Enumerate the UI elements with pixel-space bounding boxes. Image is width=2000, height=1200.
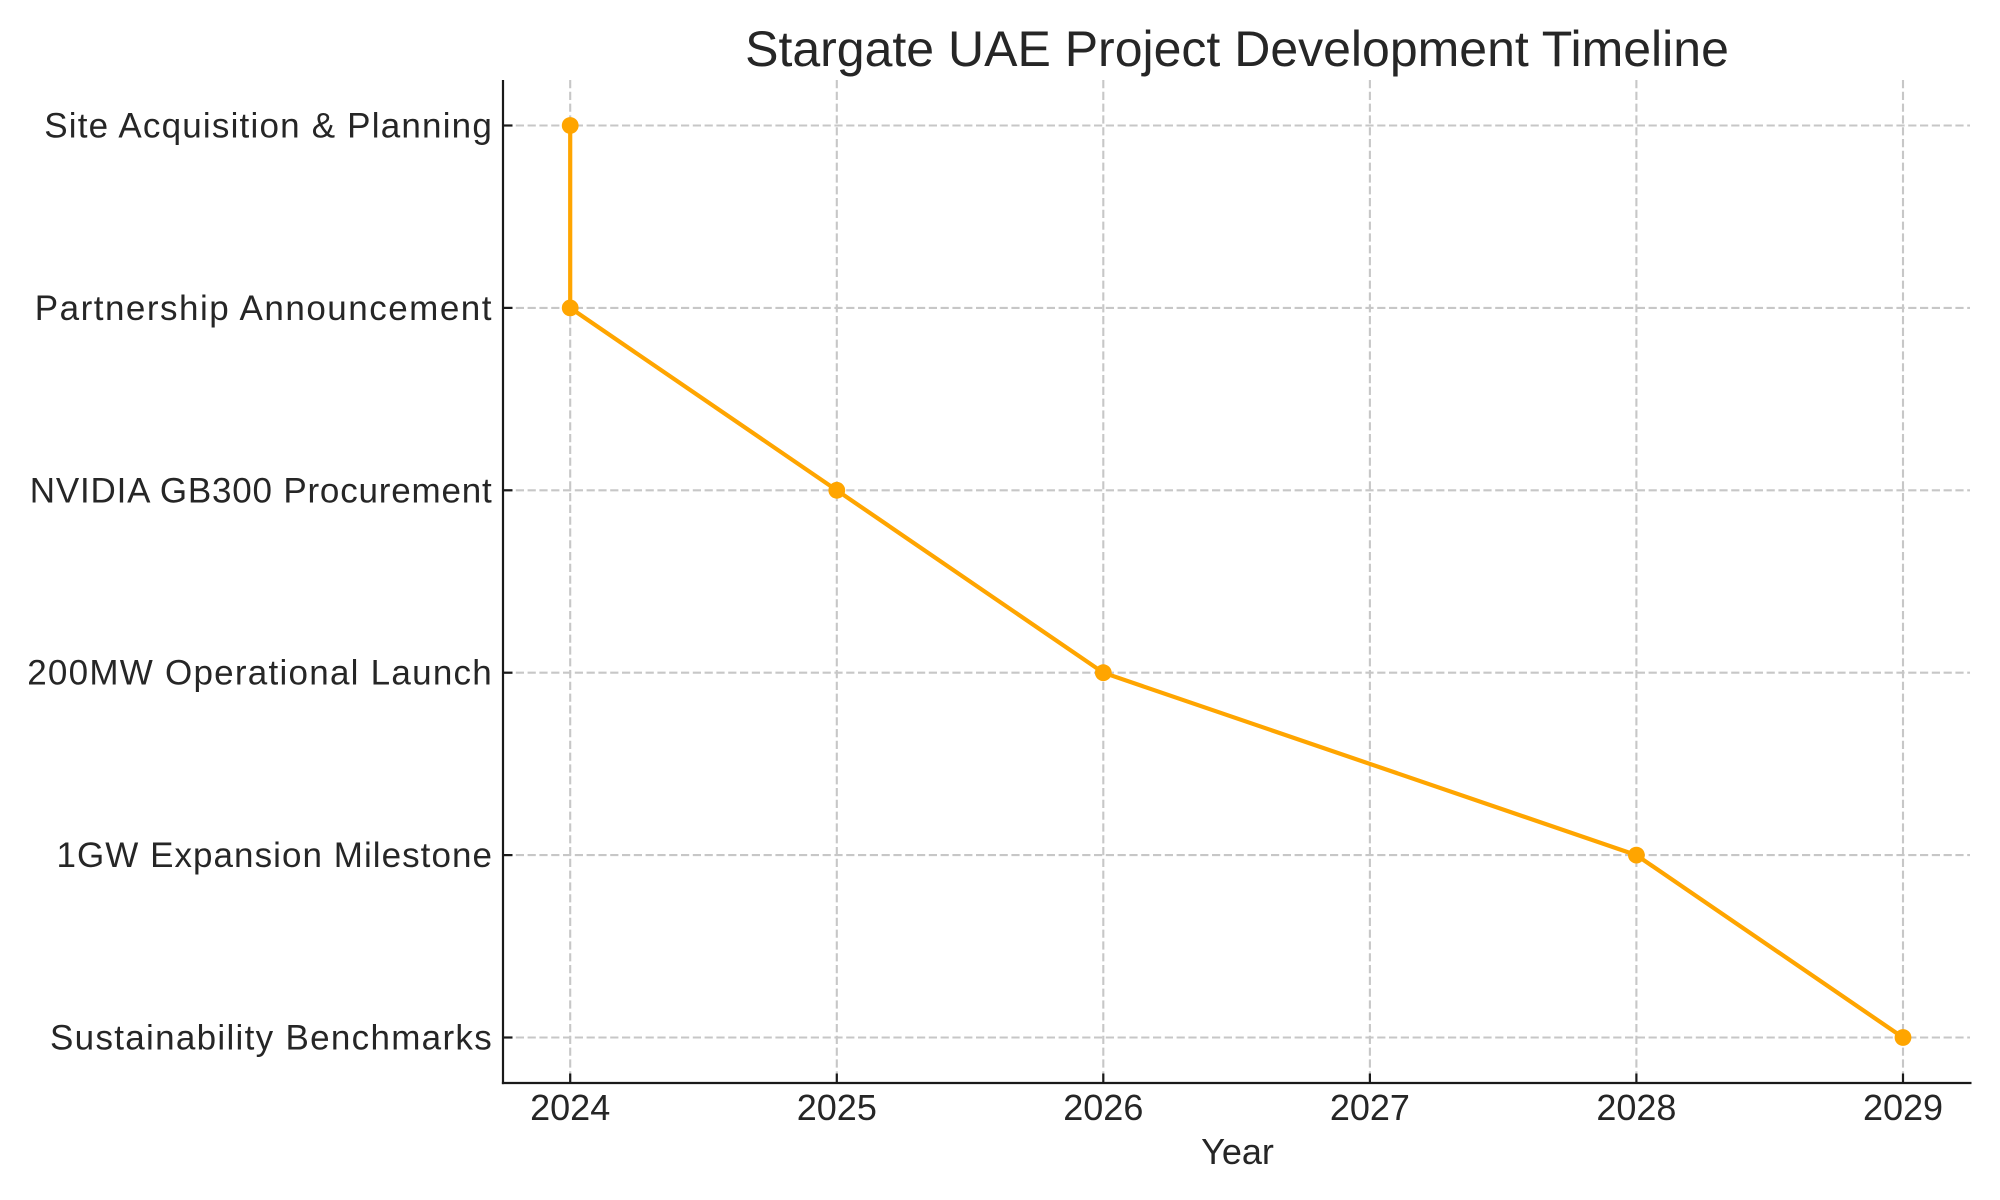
svg-text:2025: 2025 xyxy=(797,1087,877,1128)
svg-text:Year: Year xyxy=(1201,1131,1274,1172)
svg-text:2028: 2028 xyxy=(1596,1087,1676,1128)
svg-text:1GW Expansion Milestone: 1GW Expansion Milestone xyxy=(56,836,493,875)
svg-text:NVIDIA GB300 Procurement: NVIDIA GB300 Procurement xyxy=(30,471,493,510)
svg-text:Sustainability Benchmarks: Sustainability Benchmarks xyxy=(50,1019,493,1058)
svg-text:200MW Operational Launch: 200MW Operational Launch xyxy=(27,654,493,693)
svg-text:Stargate UAE Project Developme: Stargate UAE Project Development Timelin… xyxy=(745,21,1729,77)
svg-text:2024: 2024 xyxy=(530,1087,610,1128)
svg-text:2027: 2027 xyxy=(1330,1087,1410,1128)
svg-text:2026: 2026 xyxy=(1063,1087,1143,1128)
svg-text:2029: 2029 xyxy=(1863,1087,1943,1128)
svg-text:Site Acquisition & Planning: Site Acquisition & Planning xyxy=(44,107,493,146)
svg-text:Partnership Announcement: Partnership Announcement xyxy=(35,289,493,328)
